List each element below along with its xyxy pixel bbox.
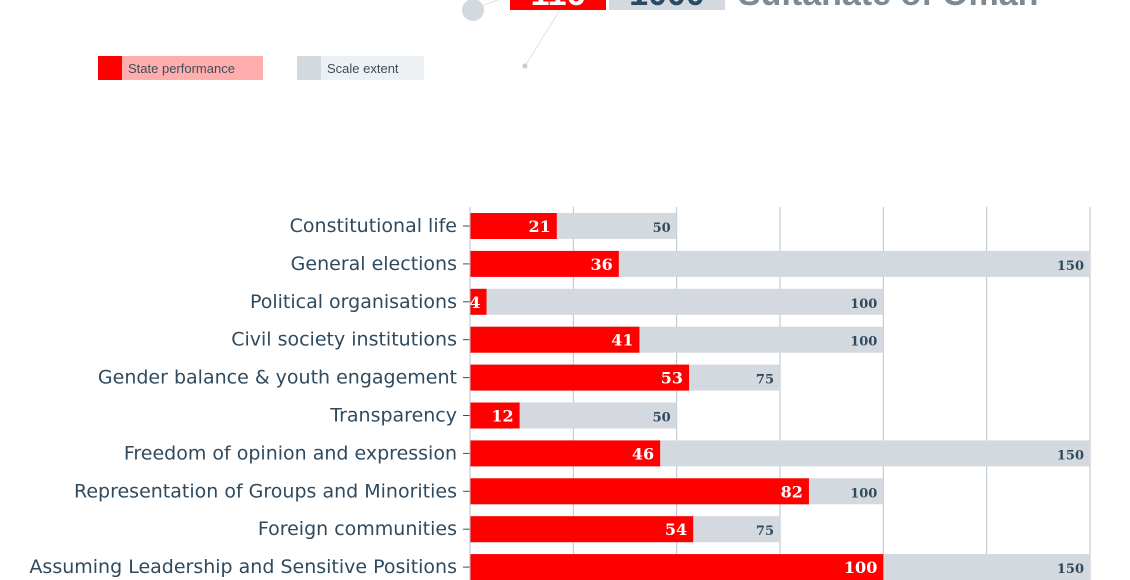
legend-label: Scale extent <box>327 60 399 76</box>
performance-value-label: 21 <box>529 217 551 236</box>
performance-bar <box>470 213 557 239</box>
category-label: Gender balance & youth engagement <box>98 367 457 389</box>
performance-bar <box>470 364 690 391</box>
category-label: Foreign communities <box>258 518 457 540</box>
performance-bar <box>470 440 661 467</box>
performance-bar <box>470 326 640 353</box>
category-label: General elections <box>291 253 457 275</box>
performance-bar <box>470 516 694 543</box>
category-label: Freedom of opinion and expression <box>124 442 457 464</box>
decor-dot <box>522 63 528 69</box>
performance-value-label: 82 <box>781 482 803 501</box>
performance-bar <box>470 288 487 315</box>
decor-dot <box>462 0 484 21</box>
scale-bar <box>470 288 884 315</box>
performance-value-label: 100 <box>844 558 877 577</box>
performance-bar <box>470 250 619 277</box>
legend-swatch <box>297 56 321 80</box>
scale-value-label: 50 <box>653 221 671 236</box>
performance-value-label: 46 <box>632 444 654 463</box>
performance-value-label: 4 <box>469 293 480 312</box>
performance-value-label: 12 <box>491 407 513 426</box>
category-label: Civil society institutions <box>231 329 457 351</box>
performance-bar <box>470 478 809 505</box>
category-label: Assuming Leadership and Sensitive Positi… <box>29 556 457 578</box>
performance-bar <box>470 402 520 429</box>
category-label: Representation of Groups and Minorities <box>74 480 457 502</box>
header-year: 1000 <box>609 0 725 11</box>
category-label: Political organisations <box>250 291 457 313</box>
legend-swatch <box>98 56 122 80</box>
scale-value-label: 150 <box>1057 562 1084 577</box>
header-number: 116 <box>510 0 606 11</box>
performance-value-label: 54 <box>665 520 687 539</box>
performance-bar <box>470 554 884 580</box>
category-label: Constitutional life <box>290 215 457 237</box>
legend-scale-extent: Scale extent <box>297 56 424 80</box>
performance-value-label: 53 <box>661 369 683 388</box>
performance-value-label: 41 <box>611 331 633 350</box>
header-title: Sultanate of Oman <box>738 0 1038 11</box>
scale-value-label: 100 <box>850 486 877 501</box>
performance-value-label: 36 <box>591 255 613 274</box>
category-label: Transparency <box>329 405 457 427</box>
scale-value-label: 100 <box>850 297 877 312</box>
legend-state-performance: State performance <box>98 56 263 80</box>
legend-label: State performance <box>128 60 235 76</box>
scale-value-label: 50 <box>653 411 671 426</box>
scale-value-label: 150 <box>1057 259 1084 274</box>
scale-value-label: 100 <box>850 335 877 350</box>
scale-value-label: 75 <box>756 524 774 539</box>
scale-value-label: 75 <box>756 373 774 388</box>
scale-value-label: 150 <box>1057 448 1084 463</box>
